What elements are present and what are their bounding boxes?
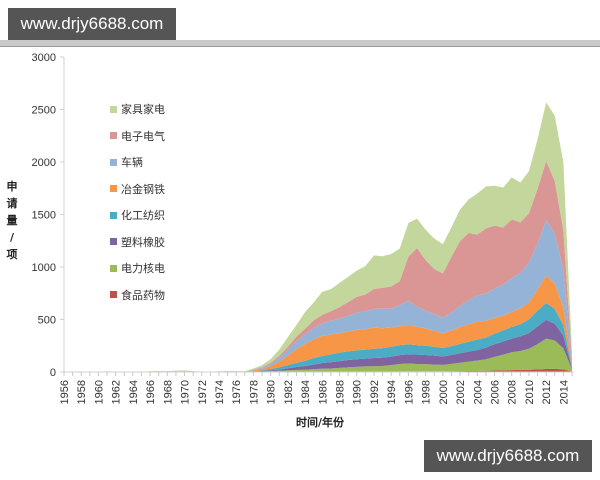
x-tick-label: 1990 xyxy=(352,380,364,404)
x-tick-label: 1998 xyxy=(421,380,433,404)
x-axis-title: 时间/年份 xyxy=(296,416,345,429)
x-tick-label: 1968 xyxy=(162,380,174,404)
y-axis-title-char: / xyxy=(9,231,15,244)
x-tick-label: 1976 xyxy=(231,380,243,404)
legend-label: 家具家电 xyxy=(121,103,165,117)
x-tick-label: 2006 xyxy=(490,380,502,404)
legend-swatch-icon xyxy=(110,291,117,299)
y-tick-label: 2500 xyxy=(32,105,56,117)
legend-swatch-icon xyxy=(110,158,117,166)
y-axis-title-char: 申 xyxy=(6,180,18,193)
x-tick-label: 1964 xyxy=(128,380,140,404)
y-tick-label: 1000 xyxy=(32,262,56,274)
watermark-top: www.drjy6688.com xyxy=(8,8,176,40)
x-tick-label: 1966 xyxy=(145,380,157,404)
x-tick-label: 2014 xyxy=(558,380,570,404)
area-series xyxy=(64,338,572,372)
chart-legend: 家具家电电子电气车辆冶金钢铁化工纺织塑料橡胶电力核电食品药物 xyxy=(110,96,165,308)
x-tick-label: 1982 xyxy=(283,380,295,404)
legend-label: 电子电气 xyxy=(121,129,165,143)
legend-label: 电力核电 xyxy=(121,262,165,276)
legend-label: 食品药物 xyxy=(121,288,165,302)
legend-label: 冶金钢铁 xyxy=(121,182,165,196)
area-series xyxy=(64,275,572,372)
x-tick-label: 1960 xyxy=(93,380,105,404)
area-series xyxy=(64,302,572,372)
x-tick-label: 2004 xyxy=(472,380,484,404)
x-tick-label: 1958 xyxy=(76,380,88,404)
area-series xyxy=(64,161,572,372)
legend-swatch-icon xyxy=(110,132,117,140)
legend-item: 塑料橡胶 xyxy=(110,229,165,256)
header-divider xyxy=(0,40,600,47)
x-tick-label: 1992 xyxy=(369,380,381,404)
y-axis-title: 申请量 / 项 xyxy=(4,178,20,263)
x-tick-label: 1970 xyxy=(180,380,192,404)
x-tick-label: 1996 xyxy=(403,380,415,404)
legend-item: 冶金钢铁 xyxy=(110,176,165,203)
legend-label: 车辆 xyxy=(121,156,143,170)
legend-label: 塑料橡胶 xyxy=(121,235,165,249)
legend-item: 电力核电 xyxy=(110,255,165,282)
y-tick-label: 2000 xyxy=(32,157,56,169)
legend-label: 化工纺织 xyxy=(121,209,165,223)
x-tick-label: 1962 xyxy=(111,380,123,404)
legend-item: 车辆 xyxy=(110,149,165,176)
x-tick-label: 2008 xyxy=(507,380,519,404)
x-tick-label: 1972 xyxy=(197,380,209,404)
x-tick-label: 1994 xyxy=(386,380,398,404)
legend-item: 食品药物 xyxy=(110,282,165,309)
x-tick-label: 2010 xyxy=(524,380,536,404)
y-tick-label: 1500 xyxy=(32,210,56,222)
area-series xyxy=(64,319,572,372)
legend-swatch-icon xyxy=(110,185,117,193)
legend-swatch-icon xyxy=(110,238,117,246)
y-tick-label: 500 xyxy=(38,315,56,327)
x-tick-label: 2012 xyxy=(541,380,553,404)
legend-swatch-icon xyxy=(110,264,117,272)
x-tick-label: 1986 xyxy=(317,380,329,404)
x-tick-label: 1988 xyxy=(335,380,347,404)
legend-item: 化工纺织 xyxy=(110,202,165,229)
y-tick-label: 3000 xyxy=(32,52,56,64)
x-tick-label: 2000 xyxy=(438,380,450,404)
x-tick-label: 1980 xyxy=(266,380,278,404)
y-axis-title-char: 量 xyxy=(6,214,18,227)
x-tick-label: 1978 xyxy=(248,380,260,404)
y-tick-label: 0 xyxy=(50,367,56,379)
watermark-bottom: www.drjy6688.com xyxy=(424,440,592,472)
y-axis-title-char: 请 xyxy=(6,197,18,210)
x-tick-label: 1974 xyxy=(214,380,226,404)
legend-item: 电子电气 xyxy=(110,123,165,150)
x-tick-label: 1984 xyxy=(300,380,312,404)
x-tick-label: 1956 xyxy=(59,380,71,404)
legend-swatch-icon xyxy=(110,105,117,113)
legend-swatch-icon xyxy=(110,211,117,219)
y-axis-title-char: 项 xyxy=(6,248,18,261)
legend-item: 家具家电 xyxy=(110,96,165,123)
x-tick-label: 2002 xyxy=(455,380,467,404)
